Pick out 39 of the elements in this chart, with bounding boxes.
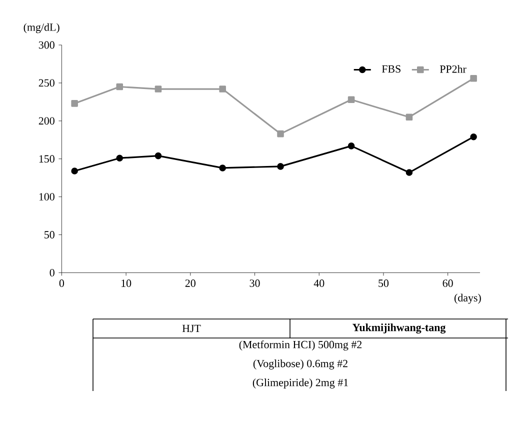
point [154, 86, 162, 92]
x-tick-label: 0 [59, 280, 64, 287]
y-axis-title: (mg/dL) [24, 23, 60, 34]
point [348, 96, 355, 104]
x-tick-label: 10 [122, 280, 132, 287]
text: Yukmijihwang-tang [352, 324, 446, 334]
point [277, 130, 284, 138]
point [406, 169, 413, 176]
text: (Glimepiride) 2mg #1 [252, 378, 348, 388]
text: HJT [182, 324, 201, 332]
point [219, 164, 226, 172]
y-tick-label: 300 [38, 41, 54, 49]
x-tick-label: 50 [378, 280, 389, 287]
x-tick-label: 30 [250, 280, 260, 287]
y-tick-label: 100 [39, 193, 54, 200]
point [71, 168, 78, 174]
y-tick-label: 50 [44, 231, 54, 238]
point [71, 100, 78, 107]
point [470, 75, 477, 82]
point [470, 133, 477, 140]
point [154, 152, 162, 160]
legend-label: FBS [382, 65, 400, 73]
text: (Voglibose) 0.6mg #2 [253, 360, 348, 370]
point [116, 154, 124, 162]
x-tick-label: 40 [314, 280, 324, 287]
point [219, 86, 226, 92]
text: (Metformin HCI) 500mg #2 [239, 340, 362, 351]
x-tick-label: 60 [442, 280, 453, 287]
x-axis-title: (days) [454, 294, 481, 304]
y-tick-label: 200 [38, 117, 54, 125]
point [406, 114, 413, 120]
legend-label: PP2hr [440, 65, 466, 73]
x-tick-label: 20 [185, 280, 196, 287]
y-tick-label: 150 [39, 155, 54, 163]
y-tick-label: 250 [38, 79, 54, 87]
point [277, 163, 284, 170]
y-tick-label: 0 [50, 269, 54, 276]
point [116, 83, 124, 90]
point [348, 142, 355, 150]
